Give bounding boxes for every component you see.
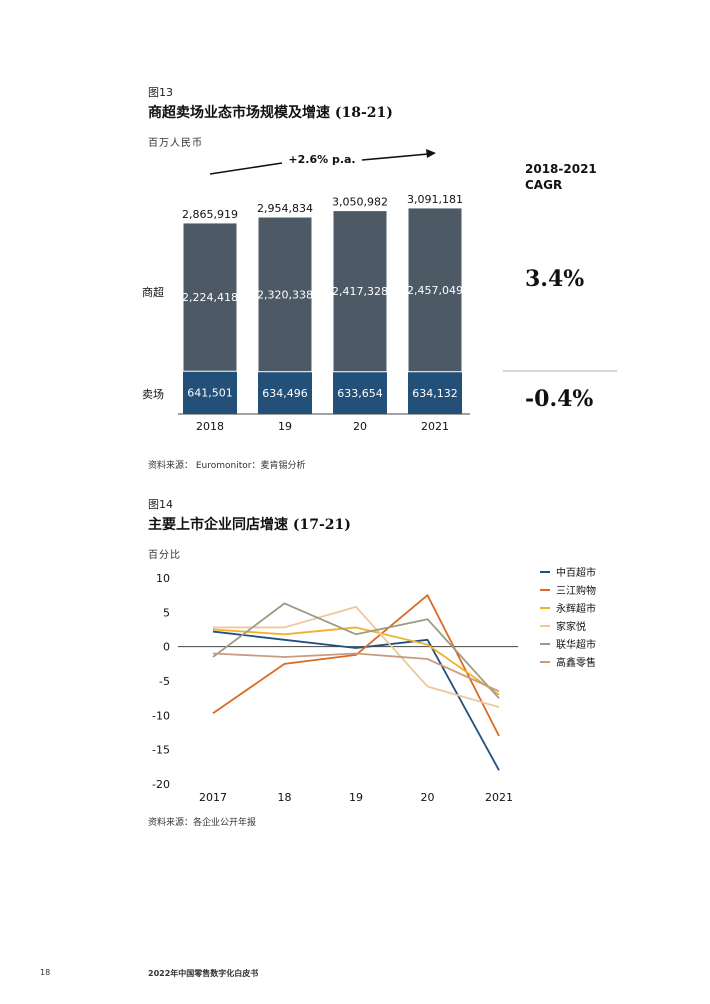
figure13-source: 资料来源： Euromonitor：麦肯锡分析 [148,461,306,471]
y-tick-label-6: -20 [152,778,170,791]
bar-shangchao-0 [182,222,238,372]
cagr-maichang: -0.4% [525,386,593,412]
x-tick-label-2: 20 [353,420,367,433]
bar-value-label-maichang-1: 634,496 [262,387,308,400]
series-line-0 [212,630,500,771]
figure14-unit: 百分比 [148,550,181,561]
legend-label-2: 永辉超市 [556,602,596,615]
figure14-label: 图14 [148,498,173,511]
stacked-bar-chart: +2.6% p.a. 641,501 2,224,418 2,865,919 2018… [142,149,617,433]
figure14-source: 资料来源：各企业公开年报 [148,818,257,828]
figure13-title: 商超卖场业态市场规模及增速 (18-21) [148,105,393,121]
bar-shangchao-2 [332,210,388,373]
y-tick-label-0: 10 [156,572,170,585]
bar-value-label-maichang-0: 641,501 [187,387,233,400]
bar-total-label-1: 2,954,834 [257,202,313,215]
x-tick-label-0: 2018 [196,420,224,433]
bar-maichang-3 [408,371,462,414]
x-tick-label-3: 2021 [421,420,449,433]
series-label-maichang: 卖场 [142,387,164,401]
figure13-unit: 百万人民币 [148,138,203,149]
cagr-header-line2: CAGR [525,178,562,192]
bar-maichang-2 [333,371,387,414]
page-number: 18 [40,968,51,977]
bar-value-label-shangchao-0: 2,224,418 [182,291,238,304]
x-tick-label-4: 2021 [485,791,513,804]
cagr-header-line1: 2018-2021 [525,162,597,176]
bar-value-label-shangchao-1: 2,320,338 [257,288,313,301]
y-tick-label-5: -15 [152,744,170,757]
legend-label-4: 联华超市 [556,638,596,651]
series-line-4 [212,602,500,699]
x-tick-label-1: 19 [278,420,292,433]
line-chart: 10 5 0 -5 -10 -15 -20 2017 18 19 20 2021 中百超市三江购物永辉… [152,566,596,804]
bar-total-label-0: 2,865,919 [182,208,238,221]
x-tick-label-1: 18 [278,791,292,804]
bar-value-label-maichang-3: 634,132 [412,387,458,400]
x-tick-label-0: 2017 [199,791,227,804]
bar-total-label-3: 3,091,181 [407,193,463,206]
legend-label-1: 三江购物 [556,584,596,597]
series-line-3 [213,605,500,708]
x-tick-label-3: 20 [421,791,435,804]
series-line-2 [212,626,500,696]
y-tick-label-2: 0 [163,641,170,654]
bar-value-label-shangchao-2: 2,417,328 [332,285,388,298]
cagr-shangchao: 3.4% [525,266,584,292]
legend-label-5: 高鑫零售 [556,656,596,669]
bar-value-label-maichang-2: 633,654 [337,387,383,400]
x-tick-label-2: 19 [349,791,363,804]
legend-label-3: 家家悦 [556,620,586,633]
figure14-title: 主要上市企业同店增速 (17-21) [148,517,351,533]
figure13-label: 图13 [148,86,173,99]
y-tick-label-3: -5 [159,675,170,688]
bar-value-label-shangchao-3: 2,457,049 [407,284,463,297]
y-tick-label-1: 5 [163,606,170,619]
series-line-5 [212,652,500,693]
bar-shangchao-1 [257,216,313,373]
document-title: 2022年中国零售数字化白皮书 [148,969,259,978]
bar-maichang-1 [258,371,312,414]
series-label-shangchao: 商超 [142,285,164,299]
y-tick-label-4: -10 [152,709,170,722]
bar-maichang-0 [183,371,237,414]
bar-shangchao-3 [407,207,463,373]
legend-label-0: 中百超市 [556,566,596,579]
bar-total-label-2: 3,050,982 [332,196,388,209]
series-line-1 [212,594,500,737]
growth-arrow: +2.6% p.a. [209,149,436,175]
growth-label: +2.6% p.a. [288,153,355,166]
